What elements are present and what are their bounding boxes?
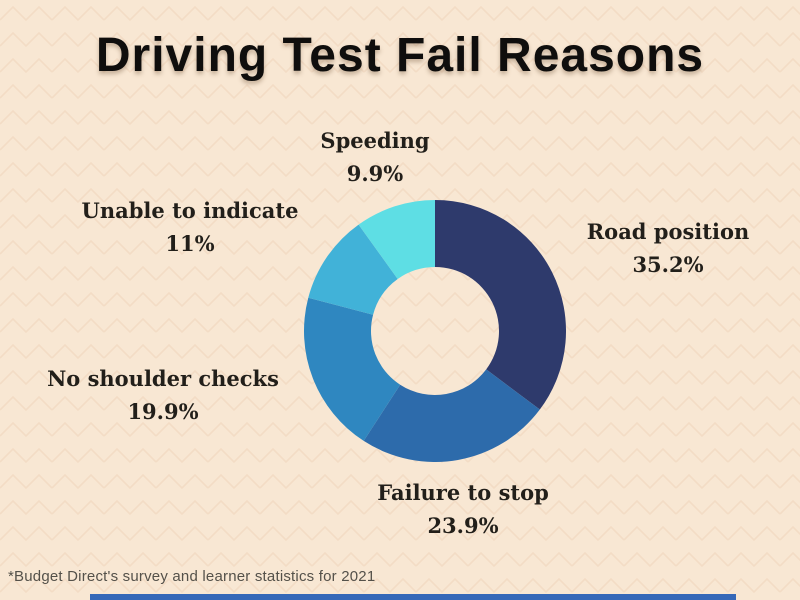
segment-label-unable-to-indicate-value: 11%	[165, 231, 215, 256]
segment-label-speeding-text: Speeding	[320, 128, 430, 153]
segment-label-road-position: Road position 35.2%	[538, 221, 798, 275]
segment-label-unable-to-indicate: Unable to indicate 11%	[60, 200, 320, 254]
donut-chart	[304, 200, 566, 462]
segment-label-failure-to-stop-value: 23.9%	[427, 513, 499, 538]
segment-label-road-position-text: Road position	[586, 219, 750, 244]
segment-label-failure-to-stop: Failure to stop 23.9%	[333, 482, 593, 536]
segment-label-failure-to-stop-text: Failure to stop	[377, 480, 549, 505]
segment-label-road-position-value: 35.2%	[632, 252, 704, 277]
donut-segment-failure-to-stop	[363, 369, 540, 462]
segment-label-no-shoulder-checks-text: No shoulder checks	[47, 366, 279, 391]
chart-title: Driving Test Fail Reasons	[95, 29, 705, 82]
segment-label-no-shoulder-checks-value: 19.9%	[127, 399, 199, 424]
donut-chart-svg	[304, 200, 566, 462]
footer-accent-bar	[90, 594, 736, 600]
segment-label-speeding-value: 9.9%	[346, 161, 404, 186]
segment-label-no-shoulder-checks: No shoulder checks 19.9%	[23, 368, 303, 422]
segment-label-unable-to-indicate-text: Unable to indicate	[81, 198, 299, 223]
donut-segment-unable-to-indicate	[308, 224, 398, 315]
donut-segment-no-shoulder-checks	[304, 297, 401, 441]
segment-label-speeding: Speeding 9.9%	[245, 130, 505, 184]
source-footnote: *Budget Direct's survey and learner stat…	[8, 568, 376, 585]
donut-segment-speeding	[358, 200, 435, 280]
donut-segment-road-position	[435, 200, 566, 410]
